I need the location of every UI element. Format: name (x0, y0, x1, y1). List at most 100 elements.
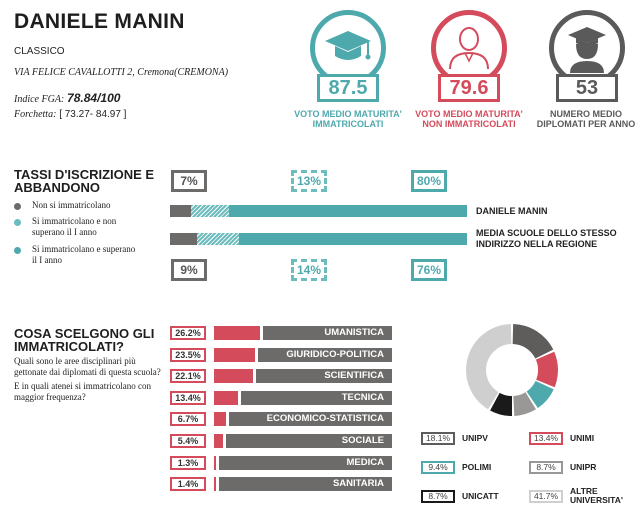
forchetta-row: Forchetta: [ 73.27- 84.97 ] (14, 109, 126, 120)
legend-dot (14, 203, 21, 210)
donut-slice-unipr (513, 392, 536, 416)
bar-segment-superano (229, 205, 467, 217)
subject-pct: 26.2% (170, 326, 206, 340)
fga-value: 78.84/100 (67, 91, 121, 105)
subject-value-bar (214, 434, 224, 448)
kpi-value: 79.6 (438, 74, 500, 102)
scelte-title-line1: COSA SCELGONO GLI (14, 326, 155, 341)
legend-dot (14, 247, 21, 254)
subject-pct: 1.3% (170, 455, 206, 470)
iscrizione-legend: Non si immatricolano Si immatricolano e … (14, 200, 154, 270)
iscrizione-title-line1: TASSI D'ISCRIZIONE E (14, 167, 155, 182)
subject-value-bar (214, 369, 253, 384)
kpi-value: 53 (556, 74, 618, 102)
fga-label: Indice FGA: (14, 94, 65, 105)
university-pct: 41.7% (529, 490, 563, 503)
donut-slice-unicatt (490, 392, 513, 416)
subject-row: 13.4% TECNICA (170, 390, 392, 405)
university-name: UNIPV (462, 433, 488, 443)
subject-pct: 13.4% (170, 390, 206, 405)
iscrizione-title: TASSI D'ISCRIZIONE E ABBANDONO (14, 168, 154, 194)
university-name: UNIMI (570, 433, 595, 443)
university-legend-item: 8.7% UNICATT (421, 490, 526, 514)
bar-segment-superano (239, 233, 467, 245)
subject-value-bar (214, 477, 217, 492)
subject-label: SOCIALE (226, 434, 392, 448)
legend-label: Si immatricolano e superano il I anno (32, 244, 136, 265)
legend-label: Si immatricolano e non superano il I ann… (32, 216, 117, 237)
subject-row: 26.2% UMANISTICA (170, 326, 392, 340)
subject-value-bar (214, 455, 217, 470)
universities-donut (466, 324, 558, 416)
scelte-question-1: Quali sono le aree disciplinari più gett… (14, 356, 161, 377)
subject-row: 1.4% SANITARIA (170, 477, 392, 492)
subject-row: 23.5% GIURIDICO-POLITICA (170, 347, 392, 362)
bar-segment-abbandono (190, 205, 230, 217)
school-pct-abbandono: 13% (291, 170, 327, 192)
region-pct-superano: 76% (411, 259, 447, 281)
subject-row: 1.3% MEDICA (170, 455, 392, 470)
subject-pct: 23.5% (170, 347, 206, 362)
subject-label: GIURIDICO-POLITICA (258, 347, 392, 362)
kpi-label: VOTO MEDIO MATURITA' IMMATRICOLATI (294, 109, 402, 129)
bar-segment-abbandono (197, 233, 239, 245)
university-pct: 18.1% (421, 432, 455, 445)
school-name: DANIELE MANIN (14, 10, 185, 33)
fga-row: Indice FGA: 78.84/100 (14, 91, 120, 105)
legend-item: Non si immatricolano (14, 200, 154, 214)
subject-label: SCIENTIFICA (255, 369, 392, 384)
kpi-label: VOTO MEDIO MATURITA' NON IMMATRICOLATI (415, 109, 523, 129)
legend-label: Non si immatricolano (32, 200, 111, 210)
region-bar-label: MEDIA SCUOLE DELLO STESSO INDIRIZZO NELL… (476, 228, 617, 249)
subject-pct: 6.7% (170, 412, 206, 427)
kpi-value: 87.5 (317, 74, 379, 102)
school-type: CLASSICO (14, 46, 65, 57)
subject-value-bar (214, 347, 256, 362)
university-legend-item: 18.1% UNIPV (421, 432, 526, 456)
subject-row: 5.4% SOCIALE (170, 434, 392, 448)
university-name: POLIMI (462, 462, 492, 472)
subject-value-bar (214, 326, 260, 340)
university-name: UNICATT (462, 491, 499, 501)
subject-label: MEDICA (219, 455, 392, 470)
subject-pct: 22.1% (170, 369, 206, 384)
subject-label: SANITARIA (219, 477, 392, 492)
subject-value-bar (214, 390, 238, 405)
bar-segment-non-immatricolati (170, 205, 191, 217)
iscrizione-title-line2: ABBANDONO (14, 180, 100, 195)
university-pct: 9.4% (421, 461, 455, 474)
subject-label: TECNICA (240, 390, 392, 405)
university-pct: 8.7% (421, 490, 455, 503)
region-pct-non-immatricolati: 9% (171, 259, 207, 281)
university-pct: 8.7% (529, 461, 563, 474)
university-legend-item: 8.7% UNIPR (529, 461, 634, 485)
person-icon (449, 27, 489, 70)
donut-slice-unimi (535, 351, 558, 388)
graduate-icon (568, 27, 606, 73)
subject-row: 6.7% ECONOMICO-STATISTICA (170, 412, 392, 427)
university-legend-item: 13.4% UNIMI (529, 432, 634, 456)
scelte-title-line2: IMMATRICOLATI? (14, 339, 124, 354)
school-stacked-bar (170, 205, 467, 217)
school-pct-superano: 80% (411, 170, 447, 192)
region-stacked-bar (170, 233, 467, 245)
kpi-circle (310, 10, 386, 86)
subject-value-bar (214, 412, 226, 427)
donut-slice-unipv (512, 324, 554, 359)
university-legend-item: 41.7% ALTRE UNIVERSITA' (529, 486, 634, 514)
kpi-circle (549, 10, 625, 86)
university-name: UNIPR (570, 462, 597, 472)
forchetta-value: [ 73.27- 84.97 ] (59, 109, 127, 120)
graduation-cap-icon (325, 31, 371, 60)
subject-label: UMANISTICA (263, 326, 392, 340)
subject-label: ECONOMICO-STATISTICA (228, 412, 392, 427)
scelte-question-2: E in quali atenei si immatricolano con m… (14, 381, 151, 402)
legend-item: Si immatricolano e non superano il I ann… (14, 216, 154, 242)
university-legend-item: 9.4% POLIMI (421, 461, 526, 485)
forchetta-label: Forchetta: (14, 109, 57, 120)
subject-row: 22.1% SCIENTIFICA (170, 369, 392, 384)
legend-item: Si immatricolano e superano il I anno (14, 244, 154, 270)
donut-slice-polimi (526, 380, 554, 409)
university-name: ALTRE UNIVERSITA' (570, 486, 623, 505)
kpi-label: NUMERO MEDIO DIPLOMATI PER ANNO (536, 109, 636, 129)
